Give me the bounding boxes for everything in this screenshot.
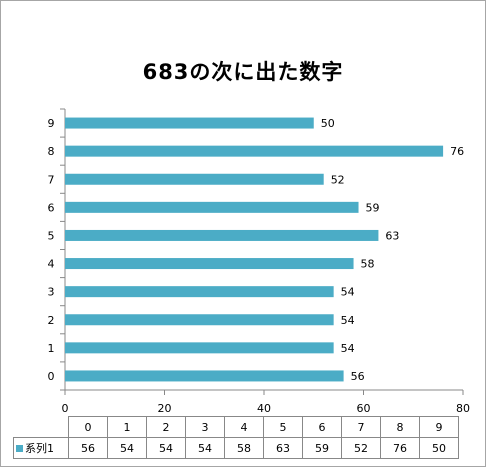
data-table-value-cell: 76 (380, 437, 420, 459)
data-table-header-cell: 1 (107, 416, 147, 438)
data-table-value-cell: 63 (263, 437, 303, 459)
data-label: 54 (341, 314, 355, 327)
data-table-header-cell: 5 (263, 416, 303, 438)
category-label: 7 (48, 173, 55, 186)
category-label: 5 (48, 229, 55, 242)
data-table-value-cell: 52 (341, 437, 381, 459)
bar (65, 286, 334, 298)
category-label: 1 (48, 342, 55, 355)
category-label: 3 (48, 286, 55, 299)
category-label: 9 (48, 117, 55, 130)
data-label: 58 (361, 258, 375, 271)
legend-swatch (16, 445, 23, 452)
category-label: 8 (48, 145, 55, 158)
data-table-header-cell: 4 (224, 416, 264, 438)
data-label: 63 (385, 229, 399, 242)
data-table-value-cell: 54 (146, 437, 186, 459)
data-label: 76 (450, 145, 464, 158)
bar (65, 370, 344, 382)
bar (65, 145, 444, 157)
x-tick-label: 20 (158, 402, 172, 415)
bar (65, 117, 314, 129)
x-tick-label: 60 (357, 402, 371, 415)
bar (65, 314, 334, 326)
data-label: 52 (331, 173, 345, 186)
bar (65, 342, 334, 354)
data-label: 50 (321, 117, 335, 130)
chart-title: 683の次に出た数字 (142, 60, 344, 84)
data-table-header-cell: 8 (380, 416, 420, 438)
data-table-value-cell: 58 (224, 437, 264, 459)
data-table-header-cell: 2 (146, 416, 186, 438)
category-label: 0 (48, 370, 55, 383)
data-table-corner (14, 417, 69, 438)
data-table-header-cell: 3 (185, 416, 225, 438)
data-table-series-label: 系列1 (13, 437, 69, 459)
data-table-header-cell: 6 (302, 416, 342, 438)
data-table-value-cell: 54 (107, 437, 147, 459)
category-label: 4 (48, 258, 55, 271)
data-table-value-cell: 50 (419, 437, 459, 459)
series-name: 系列1 (25, 442, 54, 455)
x-tick-label: 0 (62, 402, 69, 415)
bar (65, 258, 354, 270)
category-label: 2 (48, 314, 55, 327)
data-table-series-row: 系列1 56 54 54 54 58 63 59 52 76 50 (13, 437, 459, 459)
data-table-header-cell: 7 (341, 416, 381, 438)
bar (65, 201, 359, 213)
data-label: 56 (351, 370, 365, 383)
bar (65, 173, 324, 185)
data-label: 59 (366, 201, 380, 214)
data-table-value-cell: 54 (185, 437, 225, 459)
data-label: 54 (341, 342, 355, 355)
x-tick-label: 80 (456, 402, 470, 415)
x-tick-label: 40 (257, 402, 271, 415)
data-table-header-cell: 9 (419, 416, 459, 438)
category-label: 6 (48, 201, 55, 214)
data-table-value-cell: 59 (302, 437, 342, 459)
data-table-value-cell: 56 (68, 437, 108, 459)
data-label: 54 (341, 286, 355, 299)
bar (65, 229, 379, 241)
data-table-header-cell: 0 (68, 416, 108, 438)
